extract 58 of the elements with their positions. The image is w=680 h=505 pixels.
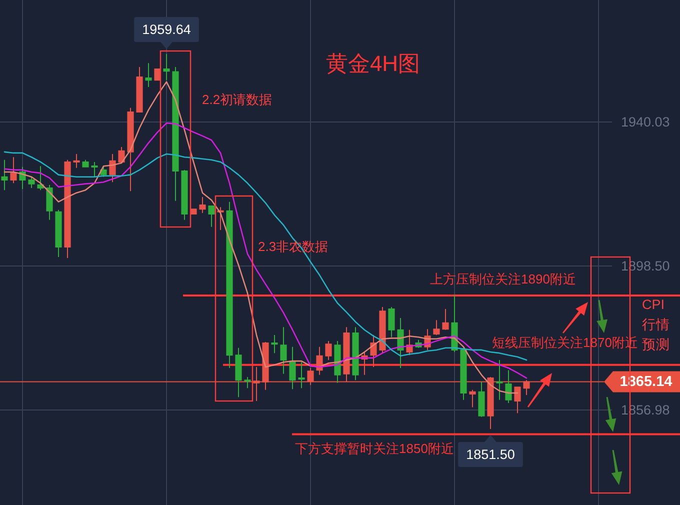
candlestick	[505, 370, 512, 404]
candlestick	[64, 159, 71, 259]
text: 黄金4H图	[326, 51, 420, 76]
candlestick	[181, 169, 188, 220]
candlestick	[235, 347, 242, 398]
ref-line-label: 1865.14	[620, 374, 672, 390]
candlestick	[28, 176, 35, 188]
candlestick	[190, 208, 197, 214]
candlestick	[316, 346, 323, 376]
candlestick	[514, 386, 521, 414]
candlestick	[91, 161, 98, 178]
candlestick	[109, 153, 116, 183]
candlestick	[460, 347, 467, 400]
annotation: 1851.50	[466, 447, 515, 462]
candlestick	[118, 146, 125, 164]
candlestick	[469, 389, 476, 408]
candlestick	[496, 360, 503, 400]
candlestick	[1, 159, 8, 191]
candlestick	[271, 334, 278, 354]
candlestick	[208, 206, 215, 228]
candlestick	[370, 334, 377, 368]
candlestick	[154, 68, 161, 81]
candlestick	[280, 326, 287, 374]
candlestick	[82, 159, 89, 168]
candlestick	[433, 320, 440, 336]
annotation: 2.2初请数据	[202, 92, 272, 107]
candlestick	[163, 53, 170, 81]
candlestick	[298, 362, 305, 389]
annotation: 1959.64	[142, 22, 192, 37]
candlestick	[352, 326, 359, 381]
candlestick	[199, 196, 206, 214]
candlestick	[55, 209, 62, 258]
candlestick	[10, 156, 17, 184]
candlestick	[145, 62, 152, 88]
text: CPI行情预测	[642, 297, 670, 352]
line-series	[4, 81, 518, 394]
candlestick	[73, 153, 80, 168]
candlestick	[442, 308, 449, 330]
candlestick	[217, 206, 224, 230]
candlestick	[136, 66, 143, 113]
candlestick	[46, 184, 53, 220]
callout: 1959.64	[134, 16, 199, 49]
ref-line-label: 上方压制位关注1890附近	[430, 272, 576, 287]
candlestick	[100, 166, 107, 178]
candlestick	[127, 107, 134, 192]
candlestick	[334, 340, 341, 384]
y-tick-label: 1940.03	[621, 114, 670, 130]
candlestick	[478, 381, 485, 418]
candlestick	[289, 346, 296, 390]
ref-line-label: 下方支撑暂时关注1850附近	[295, 441, 454, 456]
candlestick	[226, 201, 233, 368]
candlestick	[37, 166, 44, 191]
callout: 1851.50	[458, 435, 523, 468]
candlestick	[244, 376, 251, 389]
candlestick	[388, 306, 395, 338]
candlestick	[379, 306, 386, 354]
candlestick	[172, 66, 179, 202]
candlestick	[325, 340, 332, 361]
